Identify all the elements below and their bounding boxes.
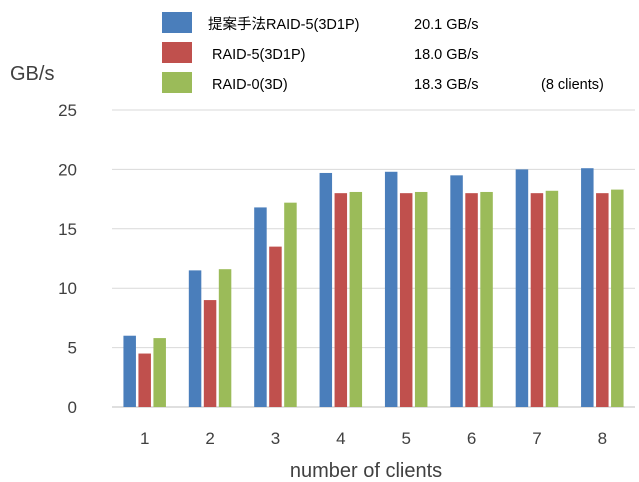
legend-value-note: 20.1 GB/s bbox=[414, 17, 478, 33]
bar bbox=[349, 191, 363, 407]
legend-series-name: 提案手法RAID-5(3D1P) bbox=[208, 15, 359, 33]
bar bbox=[284, 202, 297, 407]
bar bbox=[384, 171, 398, 407]
x-tick-label: 2 bbox=[205, 429, 214, 448]
bar bbox=[188, 270, 202, 407]
y-tick-label: 20 bbox=[58, 160, 77, 179]
legend-series-name: RAID-0(3D) bbox=[212, 77, 288, 93]
bar bbox=[581, 168, 594, 407]
bar bbox=[480, 191, 493, 407]
bar bbox=[123, 335, 136, 407]
y-tick-label: 25 bbox=[58, 101, 77, 120]
legend-swatch bbox=[162, 42, 192, 63]
bar bbox=[153, 338, 166, 407]
x-tick-label: 7 bbox=[532, 429, 541, 448]
y-tick-label: 5 bbox=[68, 339, 77, 358]
y-tick-label: 10 bbox=[58, 279, 77, 298]
chart-legend: 提案手法RAID-5(3D1P) 20.1 GB/s RAID-5(3D1P) 18.… bbox=[162, 12, 604, 93]
legend-series-name: RAID-5(3D1P) bbox=[212, 47, 305, 63]
bar bbox=[218, 269, 232, 407]
x-tick-label: 4 bbox=[336, 429, 345, 448]
bar bbox=[203, 300, 217, 407]
bar bbox=[545, 190, 559, 407]
legend-value-note: 18.0 GB/s bbox=[414, 47, 478, 63]
bar bbox=[254, 207, 267, 407]
y-axis-ticks: 0 5 10 15 20 25 bbox=[58, 101, 77, 417]
bar bbox=[611, 189, 624, 407]
bar bbox=[334, 193, 348, 407]
bar bbox=[319, 172, 333, 407]
x-axis-ticks: 1 2 3 4 5 6 7 8 bbox=[140, 429, 607, 448]
legend-footnote: (8 clients) bbox=[541, 77, 604, 93]
bars bbox=[123, 168, 624, 407]
legend-value-note: 18.3 GB/s bbox=[414, 77, 478, 93]
x-tick-label: 1 bbox=[140, 429, 149, 448]
bar bbox=[269, 246, 282, 407]
x-axis-title: number of clients bbox=[290, 460, 442, 482]
bar bbox=[138, 353, 151, 407]
bar bbox=[465, 193, 478, 407]
bar bbox=[399, 193, 413, 407]
x-tick-label: 8 bbox=[598, 429, 607, 448]
legend-swatch bbox=[162, 72, 192, 93]
x-tick-label: 5 bbox=[401, 429, 410, 448]
bar bbox=[515, 169, 529, 407]
y-axis-title: GB/s bbox=[10, 63, 54, 85]
bar bbox=[596, 193, 609, 407]
bar bbox=[450, 175, 463, 407]
y-tick-label: 15 bbox=[58, 220, 77, 239]
legend-swatch bbox=[162, 12, 192, 33]
y-tick-label: 0 bbox=[68, 398, 77, 417]
x-tick-label: 3 bbox=[271, 429, 280, 448]
bar bbox=[530, 193, 544, 407]
x-tick-label: 6 bbox=[467, 429, 476, 448]
bar bbox=[414, 191, 428, 407]
